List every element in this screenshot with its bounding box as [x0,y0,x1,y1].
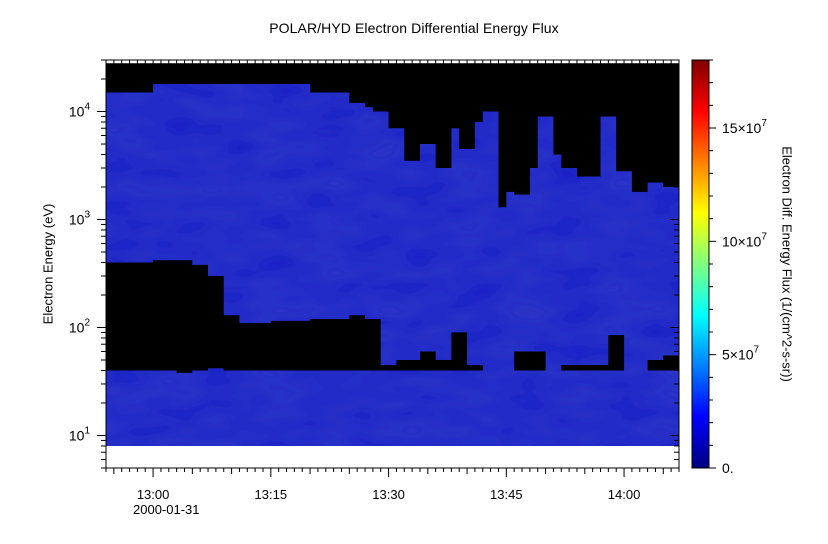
x-tick-label: 13:00 [137,487,170,502]
x-axis: 13:00 13:15 13:30 13:45 14:00 [105,60,680,502]
colorbar-label: Electron Diff. Energy Flux (1/(cm^2-s-sr… [779,146,795,382]
colorbar-tick-label: 10×107 [722,231,767,249]
y-tick-label: 102 [69,318,91,336]
x-tick-label: 13:45 [490,487,523,502]
colorbar-axis: 0. 5×107 10×107 15×107 [709,59,767,476]
chart-title: POLAR/HYD Electron Differential Energy F… [269,20,559,36]
colorbar: 0. 5×107 10×107 15×107 [691,59,767,476]
y-tick-label: 103 [69,210,91,228]
x-tick-label: 13:15 [255,487,288,502]
plot-frame [105,59,680,469]
colorbar-gradient [691,59,710,469]
y-tick-label: 101 [69,425,91,443]
date-label: 2000-01-31 [133,502,200,517]
colorbar-tick-label: 5×107 [722,345,760,363]
colorbar-tick-label: 15×107 [722,118,767,136]
y-axis: 101 102 103 104 [69,59,679,469]
spectrogram-image [106,63,679,446]
y-axis-label: Electron Energy (eV) [40,203,56,325]
y-tick-label: 104 [69,102,91,120]
x-tick-label: 14:00 [608,487,641,502]
colorbar-tick-label: 0. [722,460,734,476]
plot-area [105,59,680,469]
low-energy-gap-region [106,260,679,403]
x-tick-label: 13:30 [372,487,405,502]
